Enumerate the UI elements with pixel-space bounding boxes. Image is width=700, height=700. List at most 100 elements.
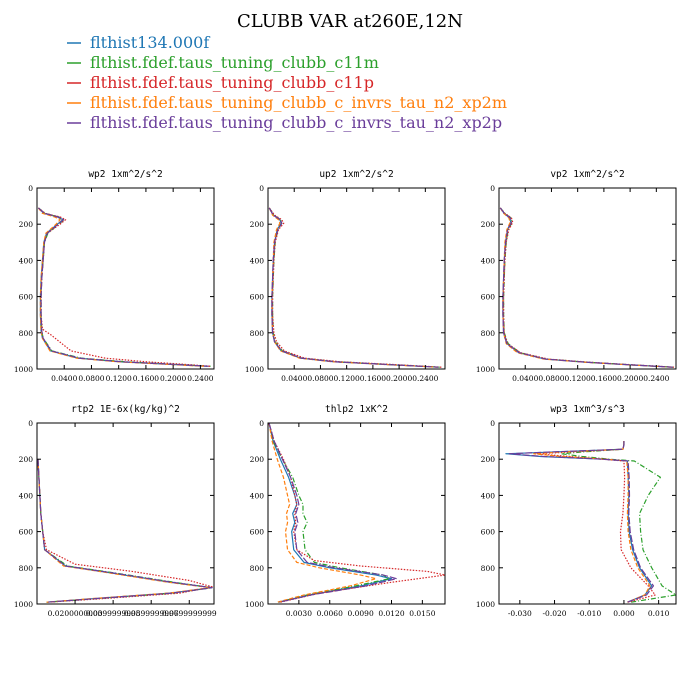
series-line [499,207,673,368]
plot-frame [36,422,215,605]
series-group [268,423,445,603]
y-tick-label: 400 [250,256,265,265]
x-tick-label: 0.1600 [591,374,617,383]
series-line [533,441,651,603]
y-tick-label: 400 [481,256,496,265]
series-line [499,207,673,368]
series-line [268,207,440,368]
series-group [499,207,675,368]
series-line [536,441,656,603]
chart-panel: rtp2 1E-6x(kg/kg)^2 0 200 400 600 800 1000 0.02… [14,404,217,618]
x-tick-label: 0.0090 [347,609,373,618]
x-tick-label: 0.0200000000 [48,609,103,618]
x-tick-label: 0.1200 [106,374,132,383]
series-line [268,423,398,603]
series-group [505,441,676,603]
series-line [37,207,208,367]
x-tick-label: -0.010 [577,609,601,618]
legend: flthist134.000fflthist.fdef.taus_tuning_… [67,33,507,132]
x-tick-label: 0.0150 [409,609,435,618]
series-group [37,459,213,603]
series-line [499,207,675,368]
y-tick-label: 600 [19,528,34,537]
panel-title: up2 1xm^2/s^2 [319,169,393,180]
x-tick-label: 0.0599999996 [124,609,179,618]
x-tick-label: 0.0060 [317,609,343,618]
x-tick-label: 0.0799999999 [162,609,217,618]
x-tick-label: 0.0800 [538,374,564,383]
y-tick-label: 200 [19,220,34,229]
series-line [37,459,213,603]
panel-title: rtp2 1E-6x(kg/kg)^2 [71,404,180,415]
series-line [37,207,211,367]
x-tick-label: 0.0400 [281,374,307,383]
chart-panel: vp2 1xm^2/s^2 0 200 400 600 800 1000 0.0400 0.08… [476,169,677,383]
y-tick-label: 600 [481,293,496,302]
series-group [37,207,211,367]
plot-frame [498,422,677,605]
x-tick-label: 0.2000 [617,374,643,383]
chart-panel: thlp2 1xK^2 0 200 400 600 800 1000 0.0030 0.0060… [245,404,446,618]
x-tick-label: -0.020 [543,609,567,618]
y-tick-label: 800 [481,329,496,338]
y-tick-label: 1000 [14,600,33,609]
y-tick-label: 600 [250,528,265,537]
y-tick-label: 0 [259,184,264,193]
y-tick-label: 1000 [245,600,264,609]
y-tick-label: 800 [19,564,34,573]
chart-panel: up2 1xm^2/s^2 0 200 400 600 800 1000 0.0400 0.08… [245,169,446,383]
x-tick-label: 0.0400 [512,374,538,383]
y-tick-label: 800 [250,564,265,573]
series-line [268,423,393,603]
series-line [560,441,676,603]
x-tick-label: 0.1600 [360,374,386,383]
y-tick-label: 200 [481,455,496,464]
chart-panel: wp3 1xm^3/s^3 0 200 400 600 800 1000 -0.030 -0.0… [476,404,677,618]
x-tick-label: 0.2400 [187,374,213,383]
y-tick-label: 1000 [14,365,33,374]
series-line [37,459,213,603]
plot-frame [267,187,446,370]
x-tick-label: 0.1600 [133,374,159,383]
y-tick-label: 200 [250,220,265,229]
series-line [268,207,439,368]
series-line [268,423,445,603]
series-line [37,207,211,367]
y-tick-label: 600 [250,293,265,302]
y-tick-label: 0 [259,419,264,428]
y-tick-label: 0 [28,419,33,428]
series-line [37,207,209,367]
chart-panel: wp2 1xm^2/s^2 0 200 400 600 800 1000 0.0400 0.08… [14,169,215,383]
series-line [268,423,377,603]
x-tick-label: 0.0800 [78,374,104,383]
series-line [268,423,391,603]
y-tick-label: 0 [490,419,495,428]
y-tick-label: 400 [19,491,34,500]
x-tick-label: 0.1200 [565,374,591,383]
plot-frame [498,187,677,370]
plot-frame [36,187,215,370]
x-tick-label: 0.1200 [334,374,360,383]
y-tick-label: 200 [250,455,265,464]
plot-frame [267,422,446,605]
series-line [37,207,204,367]
legend-label: flthist.fdef.taus_tuning_clubb_c11m [90,53,379,72]
y-tick-label: 1000 [476,600,495,609]
y-tick-label: 0 [28,184,33,193]
y-tick-label: 200 [19,455,34,464]
x-tick-label: -0.030 [508,609,532,618]
panel-title: vp2 1xm^2/s^2 [550,169,624,180]
panel-title: wp2 1xm^2/s^2 [88,169,162,180]
y-tick-label: 1000 [245,365,264,374]
legend-label: flthist.fdef.taus_tuning_clubb_c_invrs_t… [90,113,502,132]
series-group [268,207,442,368]
series-line [37,459,211,603]
series-line [508,441,655,603]
figure-title: CLUBB VAR at260E,12N [237,11,463,32]
x-tick-label: 0.2000 [160,374,186,383]
y-tick-label: 400 [250,491,265,500]
y-tick-label: 600 [19,293,34,302]
series-line [268,207,439,368]
panel-title: wp3 1xm^3/s^3 [550,404,624,415]
